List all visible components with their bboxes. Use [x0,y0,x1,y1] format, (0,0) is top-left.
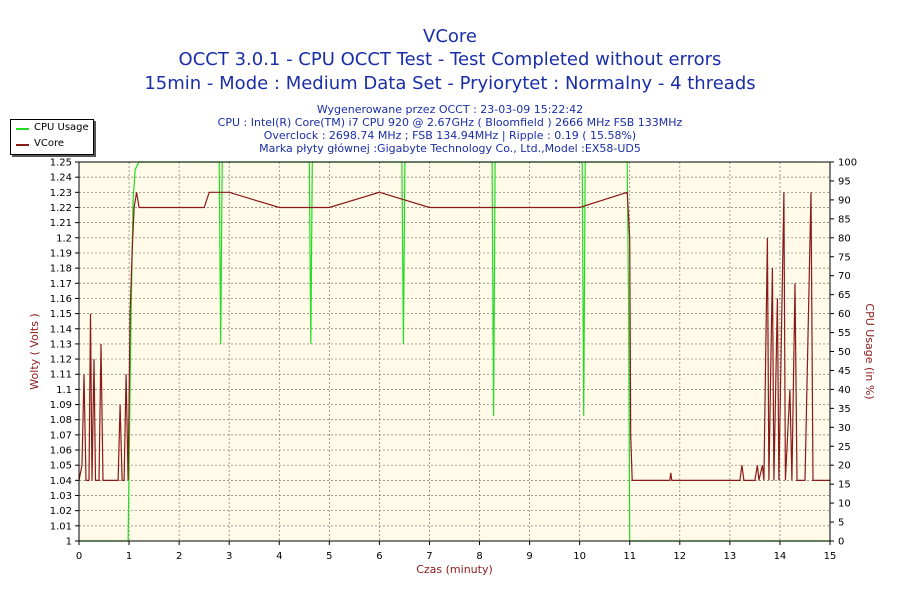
y-left-tick-label: 1.08 [50,415,72,426]
y-right-tick-label: 50 [838,347,851,358]
y-right-tick-label: 15 [838,480,851,491]
y-left-tick-label: 1.14 [50,324,72,335]
x-tick-label: 0 [76,551,82,562]
chart-subtitle-1: OCCT 3.0.1 - CPU OCCT Test - Test Comple… [178,49,722,70]
y-left-tick-label: 1.01 [50,521,72,532]
info-cpu: CPU : Intel(R) Core(TM) i7 CPU 920 @ 2.6… [217,116,683,129]
y-left-tick-label: 1.12 [50,355,72,366]
y-right-tick-label: 90 [838,195,851,206]
legend-swatch-cpu-usage [16,128,29,130]
y-right-tick-label: 75 [838,252,851,263]
y-left-tick-label: 1.03 [50,491,72,502]
y-right-tick-label: 85 [838,214,851,225]
y-right-tick-label: 35 [838,404,851,415]
y-left-tick-label: 1 [66,537,72,548]
x-tick-label: 13 [723,551,736,562]
legend-item-cpu-usage: CPU Usage [11,122,93,136]
y-left-tick-label: 1.21 [50,218,72,229]
x-tick-label: 15 [824,551,837,562]
y-right-axis-title: CPU Usage (in %) [863,303,876,399]
y-left-tick-label: 1.1 [56,385,72,396]
y-right-tick-label: 80 [838,233,851,244]
y-left-tick-label: 1.09 [50,400,72,411]
y-left-tick-label: 1.16 [50,294,72,305]
legend-label-vcore: VCore [34,138,64,149]
y-left-tick-label: 1.18 [50,264,72,275]
y-right-tick-label: 25 [838,442,851,453]
y-left-tick-label: 1.25 [50,158,72,169]
y-right-tick-label: 20 [838,461,851,472]
y-left-tick-label: 1.24 [50,173,72,184]
y-right-tick-label: 95 [838,176,851,187]
x-tick-label: 12 [673,551,686,562]
y-left-tick-label: 1.02 [50,506,72,517]
y-left-tick-label: 1.13 [50,339,72,350]
legend-swatch-vcore [16,144,29,146]
x-tick-label: 9 [526,551,532,562]
y-right-tick-label: 10 [838,499,851,510]
y-right-tick-label: 45 [838,366,851,377]
y-left-tick-label: 1.19 [50,248,72,259]
x-tick-label: 8 [476,551,482,562]
y-left-tick-label: 1.17 [50,279,72,290]
x-tick-label: 4 [276,551,282,562]
chart-title: VCore [423,26,477,47]
y-left-axis-title: Wolty ( Volts ) [28,313,41,389]
y-right-tick-label: 55 [838,328,851,339]
y-left-tick-label: 1.23 [50,188,72,199]
y-right-tick-label: 5 [838,518,844,529]
y-right-tick-label: 65 [838,290,851,301]
x-tick-label: 1 [126,551,132,562]
legend: CPU Usage VCore [10,119,94,155]
plot-frame [78,161,831,542]
x-tick-label: 2 [176,551,182,562]
info-motherboard: Marka płyty głównej :Gigabyte Technology… [259,142,641,155]
y-left-tick-label: 1.22 [50,203,72,214]
y-right-tick-label: 40 [838,385,851,396]
y-left-tick-label: 1.2 [56,233,72,244]
x-tick-label: 5 [326,551,332,562]
y-left-tick-label: 1.06 [50,446,72,457]
x-tick-label: 6 [376,551,382,562]
y-left-tick-label: 1.11 [50,370,72,381]
info-overclock: Overclock : 2698.74 MHz ; FSB 134.94MHz … [263,129,637,142]
y-left-tick-label: 1.04 [50,476,72,487]
x-tick-label: 7 [426,551,432,562]
y-left-tick-label: 1.05 [50,461,72,472]
y-left-tick-label: 1.15 [50,309,72,320]
y-right-tick-label: 100 [838,158,857,169]
plot-area [79,162,830,541]
series-line-vcore [78,191,830,481]
x-tick-label: 3 [226,551,232,562]
legend-label-cpu-usage: CPU Usage [34,122,89,133]
chart-subtitle-2: 15min - Mode : Medium Data Set - Pryiory… [144,73,756,94]
legend-item-vcore: VCore [11,138,93,152]
x-tick-label: 10 [573,551,586,562]
x-axis-title: Czas (minuty) [416,563,493,576]
y-right-tick-label: 0 [838,537,844,548]
y-right-tick-label: 70 [838,271,851,282]
x-tick-label: 14 [774,551,787,562]
y-right-tick-label: 30 [838,423,851,434]
x-tick-label: 11 [623,551,636,562]
y-left-tick-label: 1.07 [50,430,72,441]
info-generated: Wygenerowane przez OCCT : 23-03-09 15:22… [316,103,584,116]
y-right-tick-label: 60 [838,309,851,320]
